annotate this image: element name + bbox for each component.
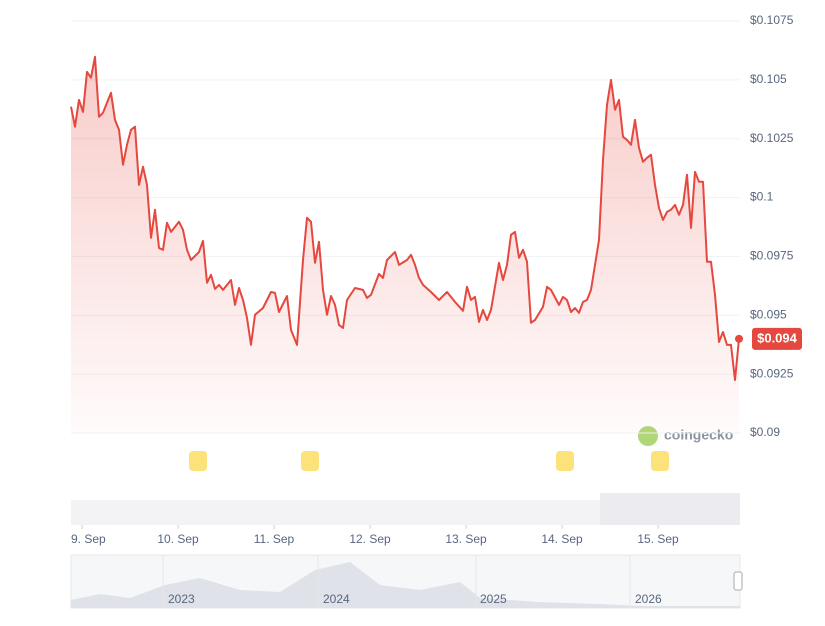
volume-strip	[71, 493, 740, 525]
event-icon[interactable]	[556, 451, 574, 471]
y-tick-label: $0.1025	[750, 131, 794, 145]
navigator-label: 2025	[480, 592, 507, 606]
navigator-label: 2023	[168, 592, 195, 606]
price-badge	[752, 327, 802, 350]
x-tick-label: 13. Sep	[445, 532, 487, 546]
x-tick-label: 11. Sep	[254, 532, 295, 546]
event-markers	[189, 451, 669, 471]
x-tick-label: 12. Sep	[349, 532, 391, 546]
x-tick-label: 9. Sep	[71, 532, 106, 546]
navigator-area	[71, 562, 740, 608]
y-tick-label: $0.0925	[750, 366, 794, 380]
price-line	[70, 55, 740, 381]
navigator-handle[interactable]	[733, 571, 743, 591]
x-tick-label: 14. Sep	[541, 532, 583, 546]
volume-area	[600, 493, 740, 525]
navigator-label: 2026	[635, 592, 662, 606]
last-point	[735, 334, 743, 343]
navigator: 2023 2024 2025 2026	[70, 554, 743, 609]
y-tick-label: $0.09	[750, 425, 780, 439]
navigator-label: 2024	[323, 592, 350, 606]
y-tick-label: $0.105	[750, 72, 787, 86]
event-icon[interactable]	[651, 451, 669, 471]
y-tick-label: $0.095	[750, 307, 787, 321]
x-tick-label: 15. Sep	[637, 532, 679, 546]
event-icon[interactable]	[189, 451, 207, 471]
y-tick-label: $0.1075	[750, 13, 794, 27]
y-tick-label: $0.0975	[750, 249, 794, 263]
event-icon[interactable]	[301, 451, 319, 471]
price-label: $0.094	[757, 330, 798, 345]
area	[71, 56, 739, 434]
y-tick-label: $0.1	[750, 190, 774, 204]
x-tick-label: 10. Sep	[157, 532, 199, 546]
